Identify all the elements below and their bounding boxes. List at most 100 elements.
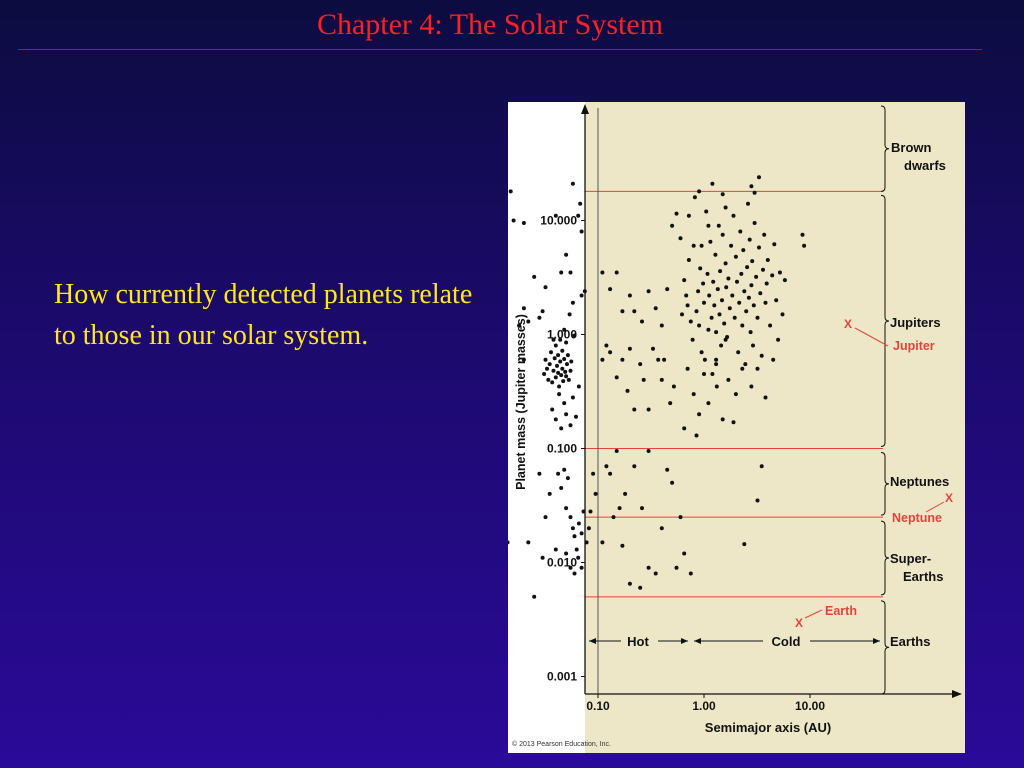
planet-data-point <box>759 353 764 358</box>
planet-data-point <box>562 467 567 472</box>
planet-data-point <box>600 270 605 275</box>
planet-data-point <box>579 531 584 536</box>
planet-data-point <box>682 551 687 556</box>
planet-data-point <box>608 471 613 476</box>
planet-data-point <box>545 366 549 371</box>
planet-data-point <box>553 547 558 552</box>
planet-data-point <box>722 321 727 326</box>
planet-data-point <box>688 319 693 324</box>
planet-data-point <box>720 298 724 303</box>
planet-data-point <box>696 289 701 294</box>
planet-data-point <box>723 337 728 342</box>
planet-data-point <box>532 274 537 279</box>
planet-data-point <box>620 309 625 314</box>
planet-data-point <box>749 384 754 389</box>
planet-data-point <box>748 330 753 335</box>
planet-data-point <box>566 377 571 382</box>
earth-label: Earth <box>825 604 857 618</box>
planet-data-point <box>608 287 613 292</box>
planet-data-point <box>759 464 764 469</box>
planet-data-point <box>688 571 693 576</box>
planet-data-point <box>614 375 619 380</box>
planet-data-point <box>540 309 545 314</box>
planet-data-point <box>678 515 683 520</box>
planet-data-point <box>576 213 581 218</box>
planet-data-point <box>702 300 706 305</box>
planet-data-point <box>682 278 687 283</box>
planet-data-point <box>770 273 775 278</box>
planet-data-point <box>715 287 720 292</box>
planet-data-point <box>632 464 637 469</box>
planet-data-point <box>578 201 583 206</box>
title-divider <box>18 49 982 50</box>
planet-data-point <box>740 366 745 371</box>
planet-data-point <box>600 357 605 362</box>
category-brace <box>880 600 890 695</box>
planet-data-point <box>720 417 725 422</box>
planet-data-point <box>757 175 761 180</box>
y-axis-title: Planet mass (Jupiter masses) <box>514 314 528 490</box>
planet-data-point <box>763 395 768 400</box>
planet-data-point <box>706 327 711 332</box>
planet-data-point <box>542 372 547 376</box>
planet-data-point <box>570 526 575 531</box>
planet-data-point <box>559 373 564 378</box>
planet-data-point <box>562 401 567 406</box>
planet-data-point <box>570 181 575 186</box>
planet-data-point <box>646 565 651 570</box>
planet-data-point <box>802 243 807 248</box>
planet-data-point <box>758 291 763 296</box>
y-tick-label: 0.010 <box>547 556 577 570</box>
planet-data-point <box>632 407 637 412</box>
planet-data-point <box>752 190 757 195</box>
planet-data-point <box>699 350 704 355</box>
planet-data-point <box>706 401 711 406</box>
planet-data-point <box>723 261 728 266</box>
planet-data-point <box>564 252 569 257</box>
planet-data-point <box>564 374 569 379</box>
planet-data-point <box>757 245 761 250</box>
planet-data-point <box>685 366 690 371</box>
planet-data-point <box>737 300 742 305</box>
planet-data-point <box>653 306 658 311</box>
planet-data-point <box>690 337 695 342</box>
planet-data-point <box>563 369 568 374</box>
planet-data-point <box>552 356 557 361</box>
planet-data-point <box>699 243 704 248</box>
planet-data-point <box>692 195 697 200</box>
jupiter-label: Jupiter <box>893 339 935 353</box>
planet-data-point <box>747 237 752 242</box>
planet-data-point <box>765 258 770 262</box>
planet-data-point <box>710 372 715 376</box>
planet-data-point <box>557 392 562 397</box>
planet-data-point <box>559 486 564 490</box>
planet-data-point <box>682 426 687 431</box>
planet-data-point <box>567 312 572 317</box>
planet-data-point <box>564 506 569 511</box>
arrow-head <box>589 638 596 644</box>
plot-background <box>585 102 965 753</box>
planet-data-point <box>620 357 625 362</box>
planet-data-point <box>576 384 581 389</box>
planet-data-point <box>572 333 577 338</box>
planet-data-point <box>579 565 584 570</box>
region-label-cold: Cold <box>772 634 801 649</box>
planet-data-point <box>627 346 632 351</box>
planet-data-point <box>558 337 563 342</box>
category-label: dwarfs <box>904 158 946 173</box>
planet-data-point <box>697 412 702 417</box>
planet-data-point <box>739 271 744 276</box>
planet-data-point <box>576 521 581 526</box>
planet-data-point <box>562 357 567 361</box>
planet-data-point <box>532 594 537 599</box>
planet-data-point <box>776 337 781 342</box>
planet-data-point <box>600 540 605 545</box>
planet-data-point <box>553 213 558 218</box>
planet-data-point <box>537 471 542 476</box>
planet-data-point <box>712 303 717 308</box>
planet-data-point <box>678 236 683 241</box>
planet-data-point <box>604 343 609 348</box>
planet-data-point <box>549 350 553 355</box>
planet-data-point <box>646 407 651 412</box>
planet-data-point <box>670 480 675 485</box>
